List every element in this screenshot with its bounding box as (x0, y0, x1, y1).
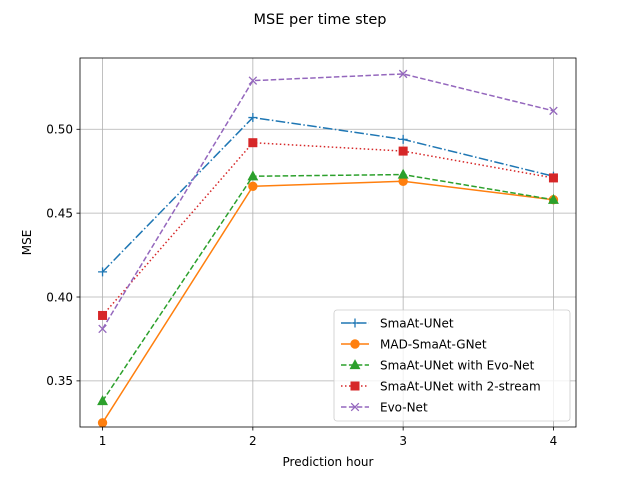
data-point (397, 168, 409, 179)
data-point (548, 193, 559, 204)
y-tick-label: 0.35 (46, 374, 73, 388)
y-tick-label: 0.45 (46, 206, 73, 220)
series-line (102, 116, 554, 273)
data-point (97, 418, 108, 428)
legend-entry: Evo-Net (341, 400, 428, 414)
series-smaat-unet (98, 113, 558, 277)
data-point (398, 134, 408, 144)
legend-label: SmaAt-UNet (380, 316, 454, 330)
x-axis: 1 2 3 4 (99, 427, 558, 448)
data-point (98, 324, 107, 334)
data-point (97, 395, 108, 406)
legend-marker (350, 339, 360, 349)
legend-entry: SmaAt-UNet (341, 316, 454, 330)
data-point (98, 310, 108, 320)
series-smaat-unet-with-evo-net (97, 168, 559, 406)
legend-marker (349, 359, 361, 370)
series-smaat-unet-with-2-stream (98, 138, 558, 320)
data-point (248, 181, 258, 192)
series-line (101, 173, 554, 402)
data-point (248, 76, 258, 85)
legend: SmaAt-UNet MAD-SmaAt-GNet SmaAt-UNet with … (333, 309, 571, 422)
y-axis-label: MSE (20, 230, 34, 256)
legend-entry: SmaAt-UNet with 2-stream (341, 379, 541, 393)
data-point (248, 113, 258, 123)
legend-box (333, 309, 571, 422)
plot-series (97, 69, 559, 428)
legend-entry: MAD-SmaAt-GNet (341, 337, 487, 351)
plot-frame (79, 57, 577, 428)
legend-marker (350, 318, 360, 328)
series-line (101, 141, 554, 316)
legend-marker (350, 381, 360, 391)
data-point (549, 106, 558, 116)
legend-label: Evo-Net (380, 400, 428, 414)
x-axis-label: Prediction hour (283, 455, 374, 469)
legend-label: SmaAt-UNet with Evo-Net (380, 358, 535, 372)
data-point (398, 146, 408, 156)
x-tick-label: 1 (99, 434, 107, 448)
data-point (247, 170, 259, 181)
x-tick-label: 2 (249, 434, 257, 448)
data-point (548, 173, 558, 183)
data-point (398, 69, 408, 79)
series-evo-net (98, 69, 558, 334)
legend-label: MAD-SmaAt-GNet (380, 337, 487, 351)
legend-entry: SmaAt-UNet with Evo-Net (341, 358, 535, 372)
data-point (98, 267, 108, 277)
legend-marker (350, 402, 360, 412)
x-tick-label: 4 (550, 434, 558, 448)
series-mad-smaat-gnet (97, 176, 559, 428)
legend-label: SmaAt-UNet with 2-stream (380, 379, 541, 393)
y-tick-label: 0.40 (46, 290, 73, 304)
y-axis: 0.35 0.40 0.45 0.50 (46, 123, 80, 388)
series-line (101, 180, 554, 424)
series-line (101, 73, 554, 330)
chart-title: MSE per time step (254, 12, 387, 28)
data-point (248, 138, 258, 148)
x-tick-label: 3 (399, 434, 407, 448)
y-tick-label: 0.50 (46, 123, 73, 137)
